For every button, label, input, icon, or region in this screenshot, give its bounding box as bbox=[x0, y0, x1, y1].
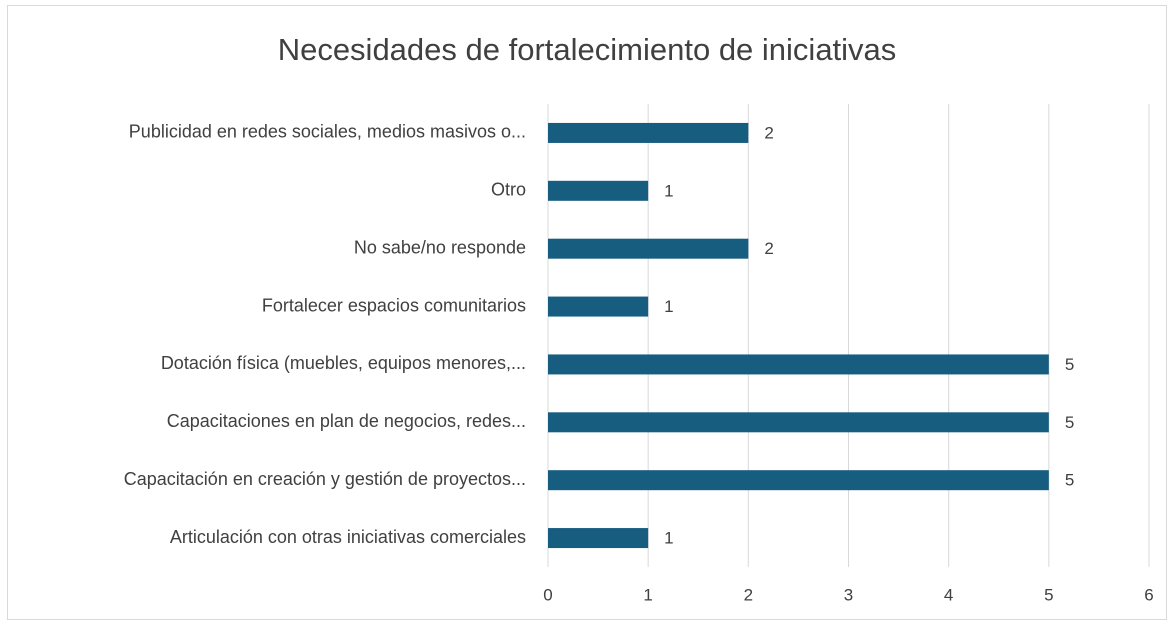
data-label: 1 bbox=[664, 529, 673, 548]
x-tick-label: 6 bbox=[1144, 585, 1153, 604]
y-tick-label: Publicidad en redes sociales, medios mas… bbox=[129, 122, 526, 142]
x-tick-label: 1 bbox=[643, 585, 652, 604]
bar bbox=[548, 470, 1049, 491]
y-tick-label: Dotación física (muebles, equipos menore… bbox=[161, 353, 526, 373]
data-label: 5 bbox=[1065, 413, 1074, 432]
y-tick-label: Capacitación en creación y gestión de pr… bbox=[124, 469, 526, 489]
x-tick-label: 2 bbox=[744, 585, 753, 604]
bar bbox=[548, 122, 749, 143]
data-label: 2 bbox=[764, 239, 773, 258]
x-tick-label: 3 bbox=[844, 585, 853, 604]
data-label: 5 bbox=[1065, 355, 1074, 374]
bar bbox=[548, 296, 649, 317]
bar bbox=[548, 528, 649, 549]
data-label: 2 bbox=[764, 123, 773, 142]
y-tick-label: Fortalecer espacios comunitarios bbox=[262, 295, 526, 315]
y-tick-label: No sabe/no responde bbox=[354, 237, 526, 257]
x-tick-label: 5 bbox=[1044, 585, 1053, 604]
data-label: 1 bbox=[664, 297, 673, 316]
data-label: 5 bbox=[1065, 471, 1074, 490]
bar bbox=[548, 238, 749, 259]
y-tick-label: Articulación con otras iniciativas comer… bbox=[170, 527, 526, 547]
data-label: 1 bbox=[664, 181, 673, 200]
y-tick-label: Capacitaciones en plan de negocios, rede… bbox=[167, 411, 526, 431]
chart-title: Necesidades de fortalecimiento de inicia… bbox=[278, 32, 897, 67]
bar bbox=[548, 354, 1049, 375]
x-tick-label: 4 bbox=[944, 585, 953, 604]
bar bbox=[548, 412, 1049, 433]
y-tick-label: Otro bbox=[491, 180, 526, 200]
x-tick-label: 0 bbox=[543, 585, 552, 604]
bar bbox=[548, 180, 649, 201]
